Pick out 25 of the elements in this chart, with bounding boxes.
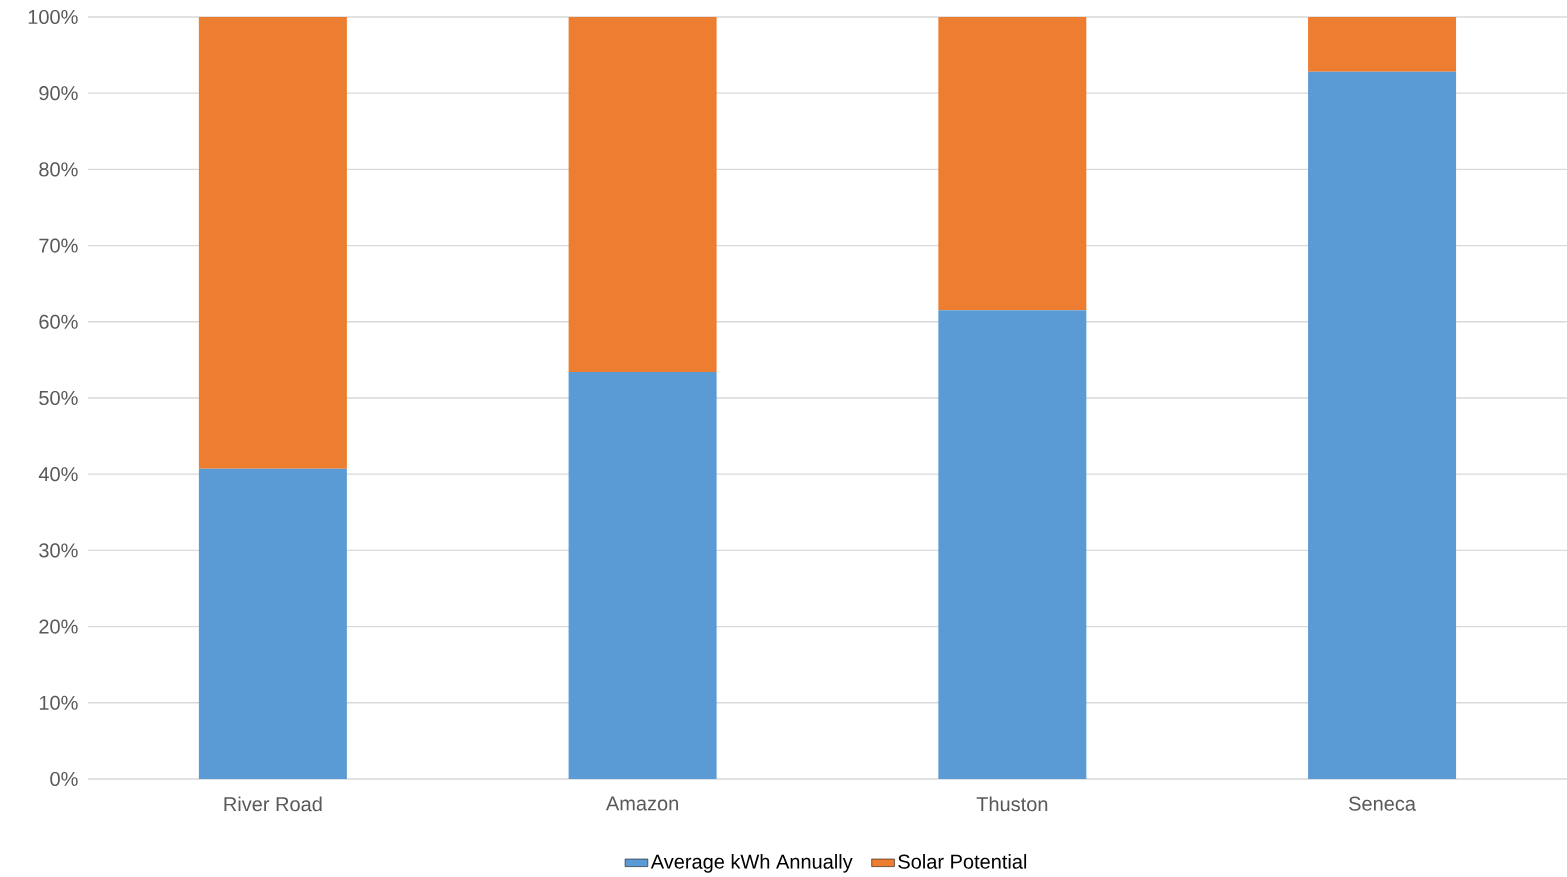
bar (1308, 71, 1457, 779)
legend-label: Solar Potential (898, 854, 1027, 869)
y-tick-label: 40% (38, 467, 78, 482)
y-tick-label: 10% (39, 695, 78, 710)
y-tick-label: 90% (39, 86, 78, 101)
y-tick-label: 80% (39, 162, 78, 177)
y-tick-label: 30% (39, 543, 78, 558)
bar (568, 372, 717, 779)
x-tick-label: Amazon (605, 796, 678, 811)
bar (1308, 16, 1457, 72)
y-tick-label: 0% (50, 771, 78, 787)
y-tick-label: 50% (39, 390, 78, 406)
y-tick-label: 60% (39, 314, 78, 329)
x-tick-label: Thuston (976, 796, 1048, 812)
bar (568, 16, 717, 373)
y-tick-label: 100% (28, 9, 78, 25)
x-tick-label: Seneca (1349, 796, 1416, 811)
x-tick-label: River Road (224, 796, 322, 812)
legend-label: Average kWh Annually (650, 854, 853, 873)
bar (198, 16, 347, 469)
bar (938, 310, 1087, 779)
bar (198, 468, 347, 779)
y-tick-label: 20% (39, 619, 78, 634)
y-tick-label: 70% (39, 238, 78, 253)
bar (938, 16, 1087, 311)
